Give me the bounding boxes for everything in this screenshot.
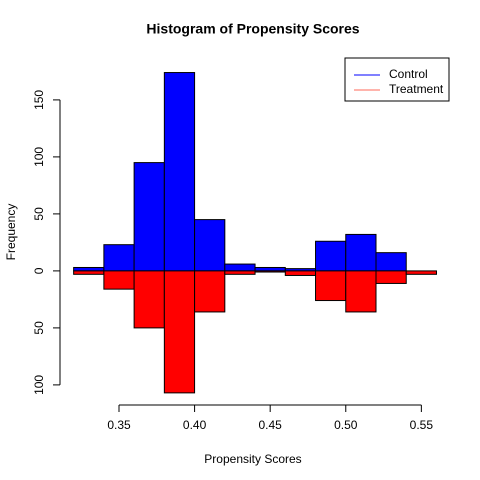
x-axis-label: Propensity Scores (204, 452, 301, 466)
x-tick-label: 0.40 (183, 418, 207, 432)
legend-label: Control (389, 67, 428, 81)
bar (73, 266, 105, 272)
y-tick-label: 0 (32, 267, 46, 274)
bar (103, 244, 135, 272)
bar (133, 270, 165, 329)
legend-label: Treatment (389, 82, 444, 96)
bar (224, 263, 256, 272)
bar (375, 270, 407, 284)
bar (224, 270, 256, 275)
bar (194, 219, 226, 272)
bar (345, 270, 377, 313)
bar (73, 270, 105, 275)
y-tick-label: 100 (32, 147, 46, 167)
bar (103, 270, 135, 290)
legend-box (344, 57, 450, 102)
bar (284, 270, 317, 276)
bar (315, 270, 347, 302)
x-tick-label: 0.35 (107, 418, 131, 432)
y-tick-label: 50 (32, 207, 46, 221)
bar (194, 270, 226, 313)
bar (254, 266, 286, 272)
y-axis-label: Frequency (4, 204, 18, 261)
bar (375, 252, 407, 272)
y-tick-label: 100 (32, 375, 46, 395)
x-tick-label: 0.50 (334, 418, 358, 432)
bar (133, 162, 165, 272)
bar (254, 270, 286, 273)
bar (163, 270, 196, 394)
bar (405, 270, 437, 275)
bar (315, 240, 347, 272)
x-tick-label: 0.55 (410, 418, 434, 432)
y-tick-label: 50 (32, 321, 46, 335)
x-tick-label: 0.45 (258, 418, 282, 432)
bar (345, 233, 377, 272)
y-tick-label: 150 (32, 90, 46, 110)
chart-title: Histogram of Propensity Scores (146, 21, 359, 37)
bar (163, 72, 196, 272)
